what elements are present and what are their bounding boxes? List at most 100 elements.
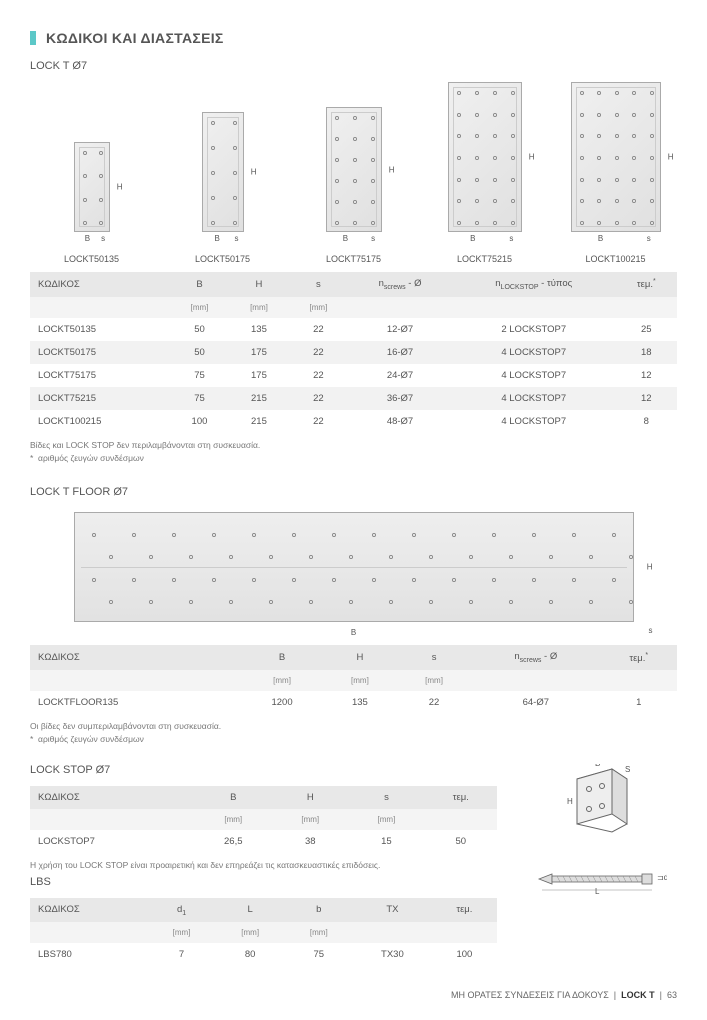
cell: 22 xyxy=(289,341,348,364)
cell: 38 xyxy=(272,830,348,853)
unit-cell: [mm] xyxy=(241,670,323,691)
unit-cell xyxy=(348,297,452,318)
col-header: ΚΩΔΙΚΟΣ xyxy=(30,272,170,297)
cell: 135 xyxy=(323,691,397,714)
col-header: ΚΩΔΙΚΟΣ xyxy=(30,645,241,670)
cell: LOCKT75215 xyxy=(30,387,170,410)
product-label-row: LOCKT50135LOCKT50175LOCKT75175LOCKT75215… xyxy=(30,246,677,264)
cell: 22 xyxy=(289,387,348,410)
page-title: ΚΩΔΙΚΟΙ ΚΑΙ ΔΙΑΣΤΑΣΕΙΣ xyxy=(46,30,224,46)
plate-diagram: HBs xyxy=(74,142,110,232)
unit-cell: [mm] xyxy=(348,809,424,830)
cell: 12-Ø7 xyxy=(348,318,452,341)
cell: 12 xyxy=(616,364,677,387)
table-row: LBS78078075TX30100 xyxy=(30,943,497,966)
cell: LOCKT50175 xyxy=(30,341,170,364)
cell: 215 xyxy=(229,410,288,433)
cell: 75 xyxy=(170,387,229,410)
cell: 8 xyxy=(616,410,677,433)
product-label: LOCKT50175 xyxy=(195,254,250,264)
cell: LOCKTFLOOR135 xyxy=(30,691,241,714)
footer-page: 63 xyxy=(667,990,677,1000)
cell: 215 xyxy=(229,387,288,410)
cell: TX30 xyxy=(353,943,432,966)
col-header: τεμ. xyxy=(432,898,497,923)
note1: Βίδες και LOCK STOP δεν περιλαμβάνονται … xyxy=(30,439,677,465)
table-row: LOCKT50175501752216-Ø74 LOCKSTOP718 xyxy=(30,341,677,364)
cell: 50 xyxy=(170,341,229,364)
svg-text:H: H xyxy=(567,797,573,806)
footer-product: LOCK T xyxy=(621,990,655,1000)
unit-cell xyxy=(600,670,677,691)
svg-text:L: L xyxy=(595,887,600,894)
col-header: B xyxy=(194,786,272,809)
cell: 36-Ø7 xyxy=(348,387,452,410)
col-header: nscrews - Ø xyxy=(471,645,600,670)
unit-cell: [mm] xyxy=(147,922,216,943)
unit-cell xyxy=(471,670,600,691)
cell: 4 LOCKSTOP7 xyxy=(452,387,616,410)
col-header: H xyxy=(229,272,288,297)
unit-cell xyxy=(432,922,497,943)
unit-cell: [mm] xyxy=(194,809,272,830)
plate-diagram: HBs xyxy=(448,82,522,232)
svg-text:B: B xyxy=(595,764,600,768)
dim-s: s xyxy=(649,626,653,635)
note3a: Η χρήση του LOCK STOP είναι προαιρετική … xyxy=(30,859,497,872)
plate-diagram: HBs xyxy=(571,82,661,232)
cell: LOCKT50135 xyxy=(30,318,170,341)
plate-diagram: HBs xyxy=(202,112,244,232)
product-label: LOCKT100215 xyxy=(585,254,645,264)
cell: 15 xyxy=(348,830,424,853)
unit-cell: [mm] xyxy=(284,922,353,943)
cell: LBS780 xyxy=(30,943,147,966)
page-footer: ΜΗ ΟΡΑΤΕΣ ΣΥΝΔΕΣΕΙΣ ΓΙΑ ΔΟΚΟΥΣ | LOCK T … xyxy=(30,990,677,1000)
table-lbs: ΚΩΔΙΚΟΣd1LbTXτεμ.[mm][mm][mm]LBS78078075… xyxy=(30,898,497,967)
table-floor: ΚΩΔΙΚΟΣBHsnscrews - Øτεμ.*[mm][mm][mm]LO… xyxy=(30,645,677,714)
unit-cell: [mm] xyxy=(397,670,471,691)
title-accent xyxy=(30,31,36,45)
dim-H: H xyxy=(647,563,653,572)
col-header: H xyxy=(323,645,397,670)
product-item: HBs xyxy=(554,82,677,232)
unit-cell xyxy=(452,297,616,318)
cell: 4 LOCKSTOP7 xyxy=(452,410,616,433)
unit-cell xyxy=(30,297,170,318)
floor-plate: H s xyxy=(74,512,634,622)
unit-cell xyxy=(30,670,241,691)
cell: 2 LOCKSTOP7 xyxy=(452,318,616,341)
unit-cell: [mm] xyxy=(289,297,348,318)
col-header: τεμ. xyxy=(425,786,497,809)
product-label: LOCKT75215 xyxy=(457,254,512,264)
cell: LOCKSTOP7 xyxy=(30,830,194,853)
cell: 7 xyxy=(147,943,216,966)
product-item: HBs xyxy=(292,107,415,232)
cell: 50 xyxy=(425,830,497,853)
table-row: LOCKT75215752152236-Ø74 LOCKSTOP712 xyxy=(30,387,677,410)
cell: LOCKT75175 xyxy=(30,364,170,387)
cell: 22 xyxy=(397,691,471,714)
unit-cell: [mm] xyxy=(323,670,397,691)
unit-cell xyxy=(616,297,677,318)
col-header: d1 xyxy=(147,898,216,923)
col-header: L xyxy=(216,898,285,923)
screw-diagram: ⊐d₁ L xyxy=(537,864,667,889)
cell: 12 xyxy=(616,387,677,410)
svg-text:⊐d₁: ⊐d₁ xyxy=(657,873,667,882)
product-label: LOCKT75175 xyxy=(326,254,381,264)
footer-category: ΜΗ ΟΡΑΤΕΣ ΣΥΝΔΕΣΕΙΣ ΓΙΑ ΔΟΚΟΥΣ xyxy=(451,990,609,1000)
cell: 18 xyxy=(616,341,677,364)
unit-cell: [mm] xyxy=(170,297,229,318)
col-header: τεμ.* xyxy=(616,272,677,297)
table-lockt: ΚΩΔΙΚΟΣBHsnscrews - ØnLOCKSTOP - τύποςτε… xyxy=(30,272,677,433)
unit-cell: [mm] xyxy=(216,922,285,943)
unit-cell xyxy=(30,809,194,830)
col-header: H xyxy=(272,786,348,809)
table-row: LOCKTFLOOR13512001352264-Ø71 xyxy=(30,691,677,714)
col-header: B xyxy=(241,645,323,670)
title-row: ΚΩΔΙΚΟΙ ΚΑΙ ΔΙΑΣΤΑΣΕΙΣ xyxy=(30,30,677,46)
unit-cell: [mm] xyxy=(229,297,288,318)
cell: 175 xyxy=(229,364,288,387)
unit-cell xyxy=(30,922,147,943)
table-lockstop: ΚΩΔΙΚΟΣBHsτεμ.[mm][mm][mm]LOCKSTOP726,53… xyxy=(30,786,497,853)
